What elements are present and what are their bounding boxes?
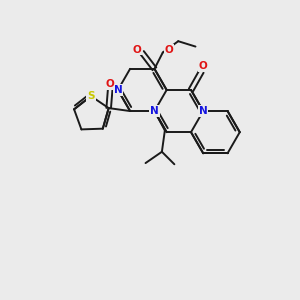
- Text: N: N: [150, 106, 159, 116]
- Text: O: O: [106, 79, 115, 89]
- Text: S: S: [87, 91, 95, 101]
- Text: O: O: [164, 45, 173, 55]
- Text: O: O: [199, 61, 207, 71]
- Text: N: N: [113, 85, 122, 95]
- Text: N: N: [199, 106, 208, 116]
- Text: O: O: [132, 44, 141, 55]
